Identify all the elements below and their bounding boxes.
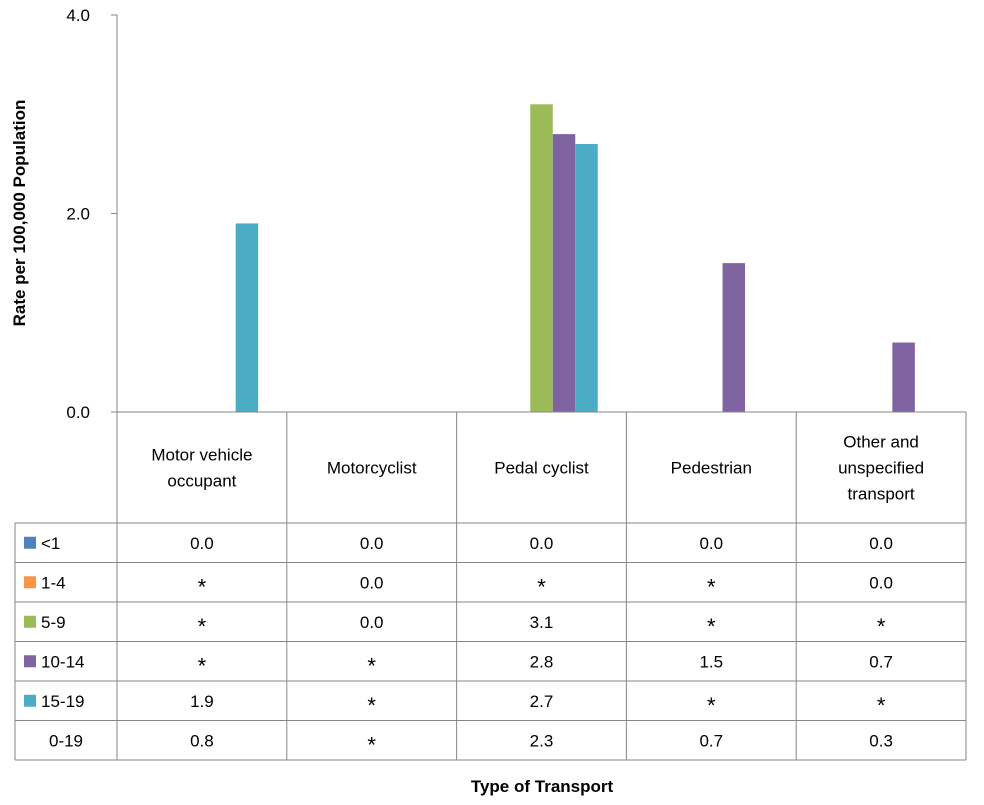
data-label: * [367,693,376,718]
y-tick-label: 0.0 [66,403,90,422]
x-category-label: Motor vehicle occupant [151,446,252,491]
legend-key [24,655,36,668]
x-category-label: Pedal cyclist [494,459,589,478]
data-label: 0.0 [869,573,893,592]
data-label: 0.0 [360,613,384,632]
data-label: 3.1 [530,613,554,632]
bar-1014-4 [892,342,915,412]
data-label: 1.5 [699,652,723,671]
legend-key [24,615,36,628]
legend-label: 15-19 [41,692,84,711]
data-label: * [707,574,716,599]
legend-label: 5-9 [41,613,66,632]
data-label: 0.0 [530,534,554,553]
y-tick-label: 2.0 [66,205,90,224]
legend-key [24,694,36,707]
data-label: * [198,653,207,678]
data-label: * [367,732,376,757]
data-label: 1.9 [190,692,214,711]
data-label: * [707,693,716,718]
data-label: * [198,614,207,639]
bar-1014-2 [552,134,576,412]
legend-label: <1 [41,534,60,553]
y-axis: 0.0 2.0 4.0 [66,6,118,422]
data-label: 0.3 [869,731,893,750]
data-label: 0.0 [360,573,384,592]
bars [235,104,915,412]
data-label: * [877,614,886,639]
data-label: 2.3 [530,731,554,750]
legend-label: 10-14 [41,652,84,671]
data-label: 0.8 [190,731,214,750]
data-label: 2.8 [530,652,554,671]
data-table: Motor vehicle occupant Motorcyclist Pedal c… [14,411,967,761]
data-label: * [707,614,716,639]
x-axis-title: Type of Transport [471,777,614,796]
y-axis-title: Rate per 100,000 Population [10,100,29,327]
data-label: * [877,693,886,718]
data-label: 2.7 [530,692,554,711]
data-label: 0.0 [869,534,893,553]
data-label: 0.7 [869,652,893,671]
bar-59-2 [530,104,553,412]
x-category-label: Other and unspecified transport [838,433,924,504]
data-label: 0.7 [699,731,723,750]
bar-1014-3 [722,263,746,412]
legend-key [24,576,36,589]
bar-1519-2 [575,144,598,412]
data-label: * [367,653,376,678]
legend-key [24,536,36,549]
data-label: 0.0 [699,534,723,553]
x-category-label: Pedestrian [671,459,752,478]
x-category-label: Motorcyclist [327,459,417,478]
bar-1519-0 [235,223,259,412]
data-label: * [198,574,207,599]
data-label: 0.0 [360,534,384,553]
legend-label: 1-4 [41,573,66,592]
legend-label: 0-19 [49,731,83,750]
data-label: 0.0 [190,534,214,553]
data-label: * [537,574,546,599]
y-tick-label: 4.0 [66,6,90,25]
